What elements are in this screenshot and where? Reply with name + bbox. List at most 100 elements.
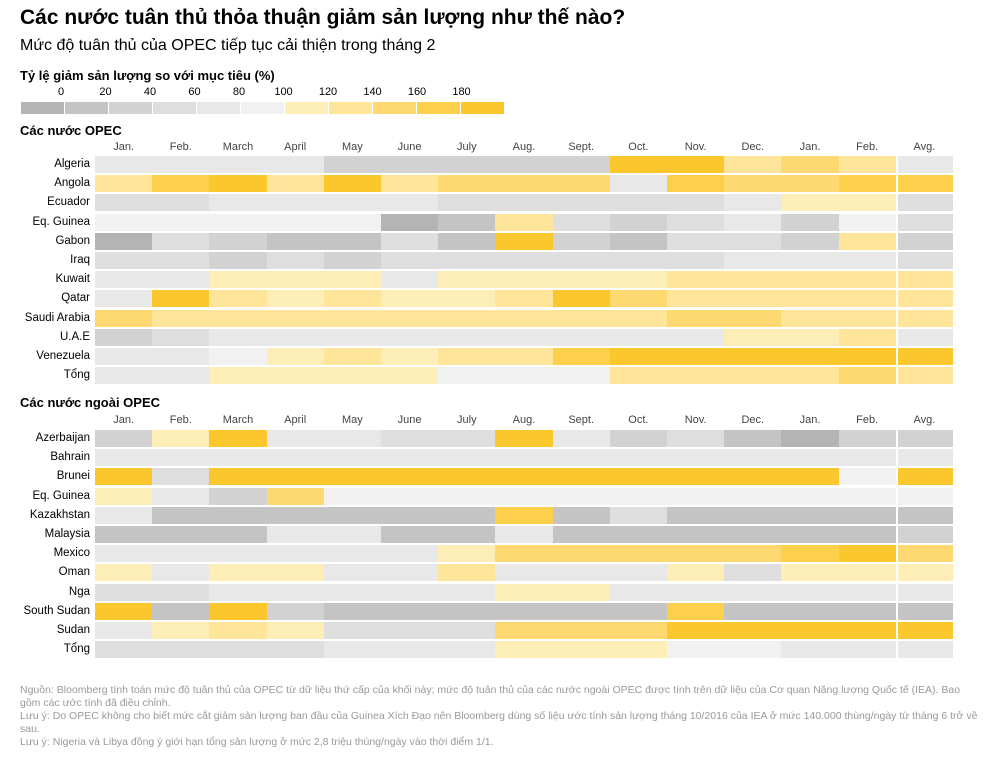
heatmap-cell bbox=[667, 290, 725, 308]
heatmap-cell bbox=[209, 506, 267, 524]
heatmap-cell bbox=[552, 468, 610, 486]
legend-swatch bbox=[197, 102, 240, 114]
heatmap-cell bbox=[838, 622, 896, 639]
row-label: South Sudan bbox=[23, 604, 90, 617]
heatmap-cell bbox=[323, 506, 381, 524]
column-label: June bbox=[397, 414, 422, 426]
heatmap-cell bbox=[838, 271, 896, 289]
row-label: Mexico bbox=[53, 547, 90, 560]
row-label: Sudan bbox=[56, 624, 90, 636]
heatmap-cell bbox=[897, 506, 953, 524]
heatmap-cell bbox=[152, 602, 210, 620]
legend-swatch bbox=[109, 102, 152, 114]
row-label: Eq. Guinea bbox=[32, 215, 90, 228]
heatmap-cell bbox=[838, 430, 896, 447]
heatmap-cell bbox=[95, 290, 153, 308]
heatmap-cell bbox=[152, 290, 210, 308]
heatmap-cell bbox=[724, 309, 782, 327]
heatmap-cell bbox=[381, 468, 439, 486]
heatmap-cell bbox=[438, 156, 496, 173]
heatmap-cell bbox=[209, 430, 267, 447]
heatmap-cell bbox=[552, 328, 610, 346]
chart-title: Các nước tuân thủ thỏa thuận giảm sản lư… bbox=[20, 6, 626, 29]
heatmap-cell bbox=[323, 545, 381, 563]
row-label: Kazakhstan bbox=[29, 508, 90, 521]
heatmap-cell bbox=[381, 194, 439, 212]
heatmap-cell bbox=[381, 328, 439, 346]
heatmap-cell bbox=[95, 602, 153, 620]
heatmap-cell bbox=[323, 622, 381, 639]
heatmap-cell bbox=[781, 583, 839, 601]
heatmap-cell bbox=[323, 194, 381, 212]
heatmap-cell bbox=[266, 449, 324, 467]
heatmap-cell bbox=[209, 487, 267, 505]
heatmap-cell bbox=[724, 430, 782, 447]
heatmap-cell bbox=[323, 175, 381, 193]
legend-tick-label: 20 bbox=[99, 86, 112, 98]
heatmap-cell bbox=[438, 367, 496, 385]
footnote-note-nigeria-libya: Lưu ý: Nigeria và Libya đồng ý giới hạn … bbox=[20, 736, 494, 748]
heatmap-cell bbox=[897, 213, 953, 231]
column-label: Oct. bbox=[628, 414, 649, 426]
heatmap-cell bbox=[552, 252, 610, 269]
heatmap-cell bbox=[152, 468, 210, 486]
heatmap-cell bbox=[724, 213, 782, 231]
heatmap-cell bbox=[897, 545, 953, 563]
heatmap-cell bbox=[609, 367, 667, 385]
heatmap-cell bbox=[438, 545, 496, 563]
heatmap-cell bbox=[724, 506, 782, 524]
heatmap-cell bbox=[552, 449, 610, 467]
heatmap-cell bbox=[209, 564, 267, 582]
column-label: June bbox=[397, 141, 422, 153]
heatmap-cell bbox=[209, 232, 267, 250]
heatmap-cell bbox=[495, 175, 553, 193]
heatmap-cell bbox=[266, 328, 324, 346]
heatmap-cell bbox=[495, 252, 553, 269]
heatmap-cell bbox=[724, 348, 782, 365]
heatmap-cell bbox=[495, 348, 553, 365]
heatmap-cell bbox=[438, 468, 496, 486]
column-label: Feb. bbox=[169, 414, 192, 426]
heatmap-cell bbox=[552, 367, 610, 385]
heatmap-cell bbox=[381, 564, 439, 582]
heatmap-cell bbox=[438, 449, 496, 467]
column-label: Feb. bbox=[856, 414, 879, 426]
heatmap-cell bbox=[266, 213, 324, 231]
legend-swatch bbox=[65, 102, 108, 114]
heatmap-cell bbox=[609, 602, 667, 620]
heatmap-cell bbox=[897, 526, 953, 543]
heatmap-cell bbox=[781, 328, 839, 346]
heatmap-cell bbox=[95, 545, 153, 563]
heatmap-cell bbox=[209, 583, 267, 601]
heatmap-cell bbox=[667, 175, 725, 193]
heatmap-cell bbox=[781, 309, 839, 327]
heatmap-cell bbox=[381, 367, 439, 385]
heatmap-cell bbox=[381, 156, 439, 173]
column-label: Jan. bbox=[799, 414, 821, 426]
heatmap-cell bbox=[838, 468, 896, 486]
heatmap-cell bbox=[667, 583, 725, 601]
heatmap-cell bbox=[438, 232, 496, 250]
heatmap-cell bbox=[781, 194, 839, 212]
heatmap-cell bbox=[95, 367, 153, 385]
heatmap-cell bbox=[95, 252, 153, 269]
heatmap-cell bbox=[552, 545, 610, 563]
row-label: U.A.E bbox=[59, 330, 90, 343]
heatmap-cell bbox=[552, 564, 610, 582]
column-label: Avg. bbox=[913, 141, 936, 153]
heatmap-cell bbox=[323, 232, 381, 250]
heatmap-cell bbox=[552, 526, 610, 543]
legend-swatch bbox=[153, 102, 196, 114]
heatmap-cell bbox=[152, 328, 210, 346]
heatmap-cell bbox=[381, 252, 439, 269]
heatmap-cell bbox=[781, 506, 839, 524]
heatmap-cell bbox=[209, 309, 267, 327]
heatmap-cell bbox=[781, 156, 839, 173]
heatmap-cell bbox=[209, 271, 267, 289]
heatmap-cell bbox=[897, 641, 953, 659]
heatmap-cell bbox=[266, 468, 324, 486]
heatmap-cell bbox=[152, 271, 210, 289]
row-label: Angola bbox=[54, 177, 90, 190]
heatmap-cell bbox=[724, 175, 782, 193]
heatmap-cell bbox=[609, 564, 667, 582]
